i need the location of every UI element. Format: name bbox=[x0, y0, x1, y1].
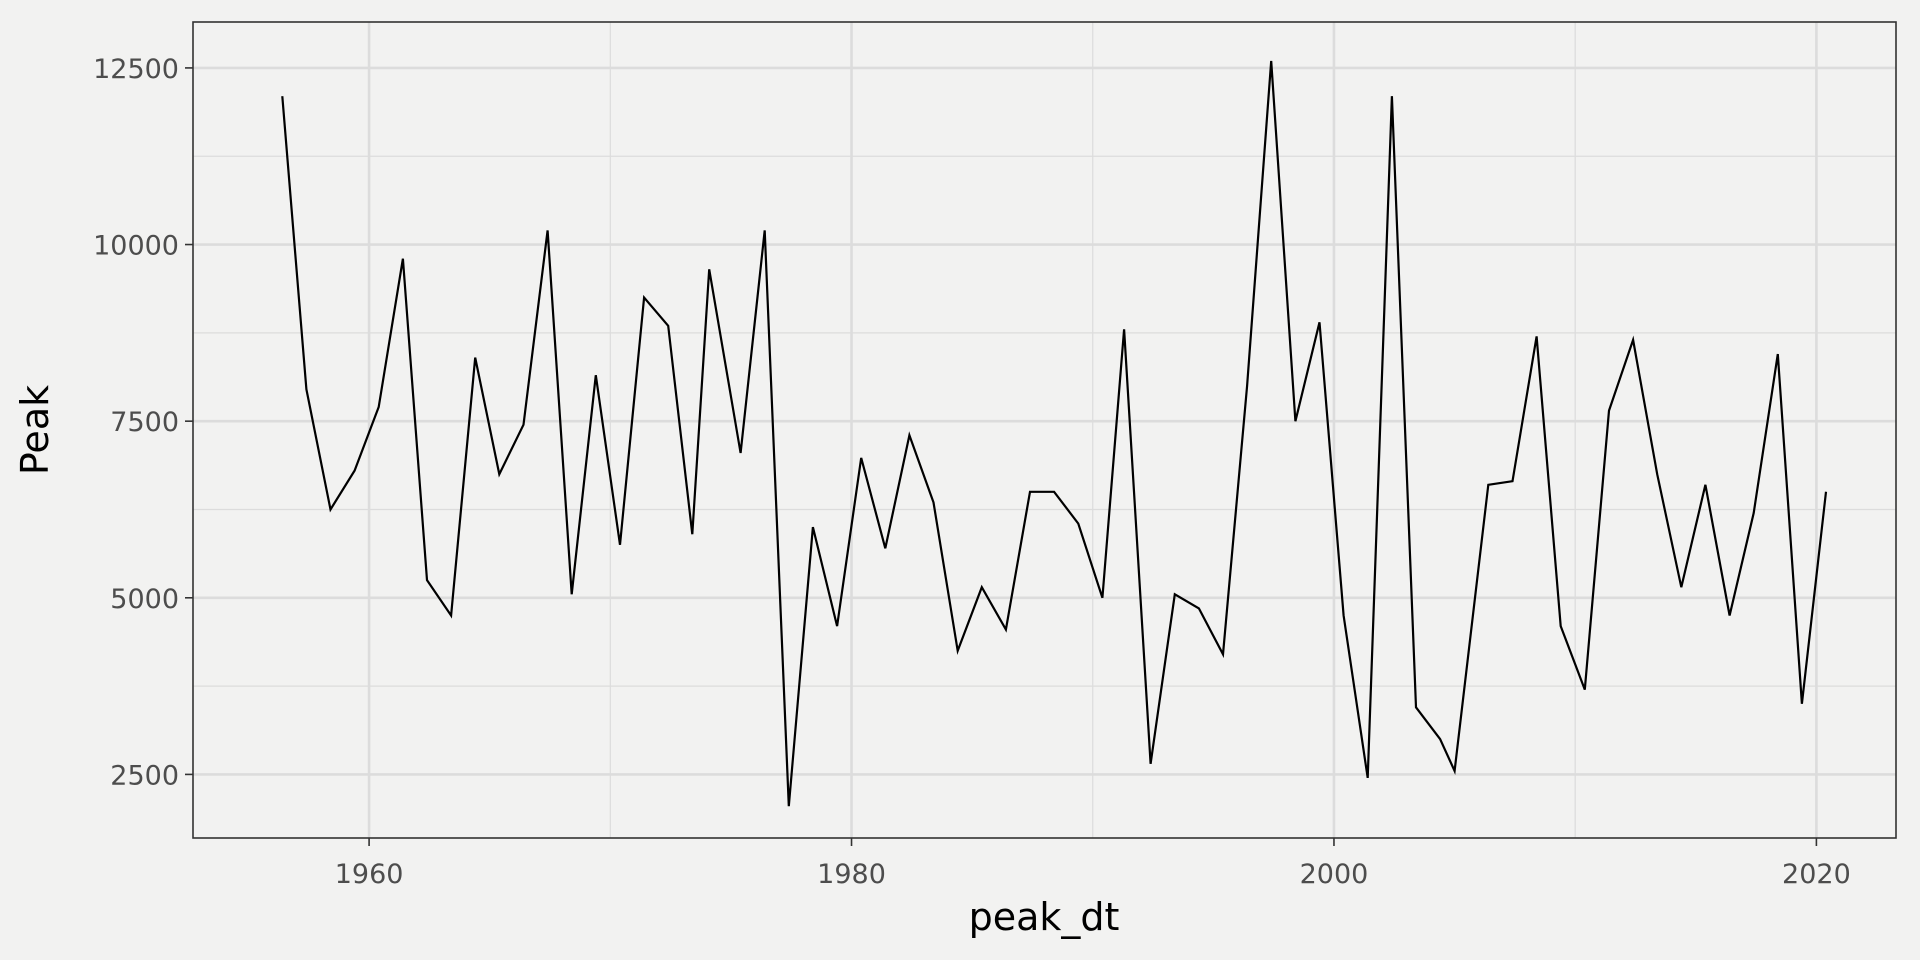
major-gridlines bbox=[193, 22, 1896, 838]
data-point bbox=[810, 524, 816, 530]
data-point bbox=[1341, 612, 1347, 618]
data-point bbox=[1268, 58, 1274, 64]
data-point bbox=[545, 227, 551, 233]
data-point bbox=[1292, 418, 1298, 424]
data-point bbox=[786, 803, 792, 809]
data-point bbox=[1727, 612, 1733, 618]
data-point bbox=[520, 422, 526, 428]
data-point bbox=[1389, 93, 1395, 99]
plot-panel bbox=[193, 22, 1896, 838]
data-point bbox=[1437, 736, 1443, 742]
data-point bbox=[1823, 489, 1829, 495]
data-point bbox=[931, 499, 937, 505]
data-point bbox=[955, 648, 961, 654]
data-point bbox=[569, 591, 575, 597]
data-point bbox=[1654, 471, 1660, 477]
data-point bbox=[1558, 623, 1564, 629]
data-point bbox=[1485, 482, 1491, 488]
data-point bbox=[834, 623, 840, 629]
minor-gridlines bbox=[193, 22, 1896, 838]
x-axis: 1960 1980 2000 2020 bbox=[335, 838, 1851, 890]
data-point bbox=[1244, 383, 1250, 389]
data-point bbox=[472, 355, 478, 361]
x-tick-label: 1960 bbox=[335, 859, 404, 890]
data-point bbox=[689, 531, 695, 537]
data-point bbox=[906, 432, 912, 438]
x-tick-label: 2000 bbox=[1300, 859, 1369, 890]
data-point bbox=[1799, 701, 1805, 707]
data-point bbox=[1751, 510, 1757, 516]
data-point bbox=[1220, 651, 1226, 657]
data-point bbox=[352, 468, 358, 474]
data-point bbox=[617, 542, 623, 548]
data-point bbox=[1172, 591, 1178, 597]
data-point bbox=[1003, 627, 1009, 633]
y-tick-label: 12500 bbox=[93, 54, 179, 85]
data-point bbox=[858, 455, 864, 461]
data-point bbox=[1582, 687, 1588, 693]
x-tick-label: 2020 bbox=[1782, 859, 1851, 890]
y-tick-label: 2500 bbox=[110, 760, 179, 791]
data-point bbox=[1630, 337, 1636, 343]
data-point bbox=[376, 404, 382, 410]
data-point bbox=[1775, 351, 1781, 357]
data-point bbox=[762, 227, 768, 233]
data-point bbox=[1196, 605, 1202, 611]
y-tick-label: 7500 bbox=[110, 407, 179, 438]
y-axis-title: Peak bbox=[13, 385, 57, 475]
data-point bbox=[1316, 319, 1322, 325]
data-point bbox=[1148, 761, 1154, 767]
data-point bbox=[1509, 478, 1515, 484]
data-point bbox=[1452, 768, 1458, 774]
data-point bbox=[448, 612, 454, 618]
data-point bbox=[424, 577, 430, 583]
data-point bbox=[1365, 775, 1371, 781]
data-point bbox=[279, 93, 285, 99]
plot-border bbox=[192, 21, 1897, 839]
data-point bbox=[1099, 595, 1105, 601]
data-point bbox=[665, 323, 671, 329]
y-tick-label: 5000 bbox=[110, 584, 179, 615]
data-point bbox=[1413, 704, 1419, 710]
y-tick-label: 10000 bbox=[93, 231, 179, 262]
x-axis-title: peak_dt bbox=[969, 895, 1120, 939]
data-point bbox=[979, 584, 985, 590]
data-point bbox=[641, 295, 647, 301]
data-point bbox=[1678, 584, 1684, 590]
data-point bbox=[1051, 489, 1057, 495]
data-point bbox=[1702, 482, 1708, 488]
data-point bbox=[706, 266, 712, 272]
y-axis: 2500 5000 7500 10000 12500 bbox=[93, 54, 193, 791]
data-point bbox=[1027, 489, 1033, 495]
peak-series-line bbox=[281, 60, 1828, 807]
x-tick-label: 1980 bbox=[817, 859, 886, 890]
data-point bbox=[327, 506, 333, 512]
data-point bbox=[303, 386, 309, 392]
data-point bbox=[882, 545, 888, 551]
data-point bbox=[1534, 333, 1540, 339]
data-point bbox=[1121, 326, 1127, 332]
data-point bbox=[400, 256, 406, 262]
data-point bbox=[1075, 521, 1081, 527]
data-point bbox=[1606, 408, 1612, 414]
data-point bbox=[738, 450, 744, 456]
data-point bbox=[496, 471, 502, 477]
data-point bbox=[593, 372, 599, 378]
